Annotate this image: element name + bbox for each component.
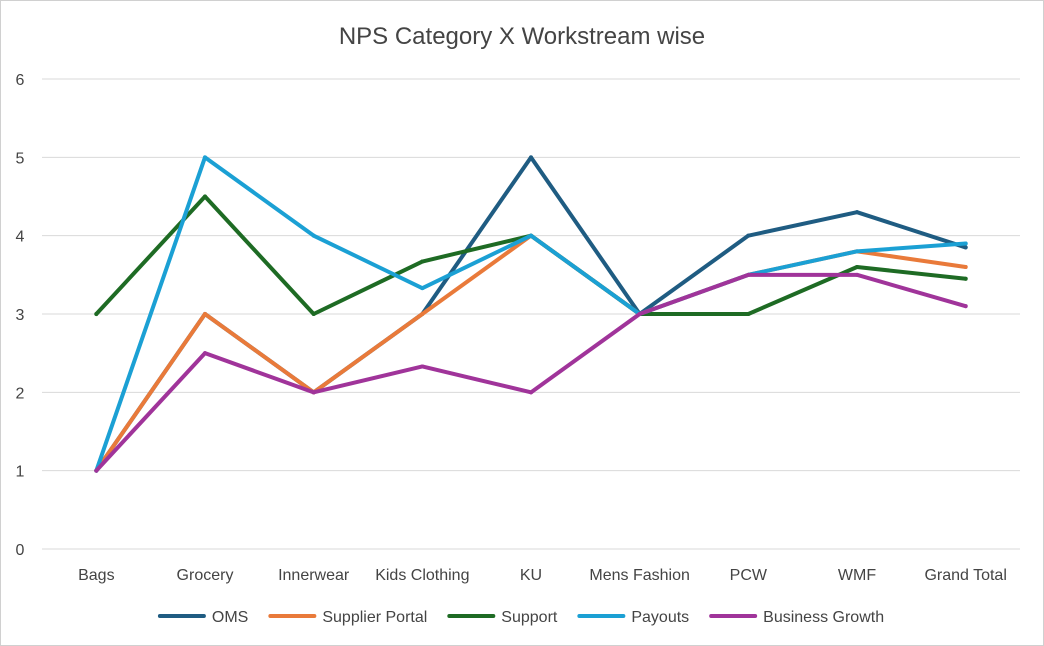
- data-point: [855, 249, 859, 254]
- data-point: [420, 286, 425, 291]
- data-point: [855, 272, 859, 277]
- data-point: [855, 265, 859, 269]
- y-tick-label: 2: [16, 385, 25, 402]
- data-point: [420, 259, 425, 264]
- x-tick-label: Mens Fashion: [589, 567, 690, 584]
- data-point: [963, 276, 968, 281]
- x-tick-label: PCW: [730, 567, 768, 584]
- data-point: [311, 390, 316, 395]
- data-point: [637, 312, 642, 316]
- data-point: [203, 351, 207, 356]
- legend-label: OMS: [212, 609, 248, 626]
- legend-label: Supplier Portal: [322, 609, 427, 626]
- legend-label: Payouts: [631, 609, 689, 626]
- data-point: [746, 312, 751, 316]
- x-tick-label: WMF: [838, 567, 876, 584]
- legend-item-payouts[interactable]: Payouts: [577, 609, 689, 626]
- data-point: [420, 364, 425, 369]
- series-supplier-portal: [94, 233, 968, 473]
- series-business-growth: [94, 272, 968, 473]
- legend-item-oms[interactable]: OMS: [157, 609, 248, 626]
- x-axis-ticks: Bags Grocery Innerwear Kids Clothing KU Mens …: [78, 567, 1007, 584]
- legend-label: Support: [501, 609, 558, 626]
- data-point: [963, 304, 968, 309]
- data-point: [529, 155, 533, 160]
- data-point: [203, 194, 207, 199]
- data-point: [746, 233, 751, 238]
- x-tick-label: Grand Total: [924, 567, 1006, 584]
- y-tick-label: 5: [16, 150, 25, 167]
- x-tick-label: Innerwear: [278, 567, 350, 584]
- data-point: [746, 272, 751, 277]
- data-point: [963, 241, 968, 246]
- x-tick-label: Bags: [78, 567, 114, 584]
- x-tick-label: KU: [520, 567, 542, 584]
- data-point: [311, 233, 316, 238]
- series-line: [94, 233, 968, 473]
- data-point: [94, 312, 99, 316]
- data-point: [420, 312, 425, 316]
- y-tick-label: 4: [16, 229, 25, 246]
- legend-label: Business Growth: [763, 609, 884, 626]
- data-point: [311, 312, 316, 316]
- data-point: [963, 265, 968, 269]
- series-lines: [94, 155, 968, 473]
- legend[interactable]: OMS Supplier Portal Support Payouts Business…: [157, 609, 884, 626]
- series-line: [94, 272, 968, 473]
- data-point: [203, 155, 207, 160]
- gridlines: [42, 78, 1020, 550]
- data-point: [855, 210, 859, 215]
- y-tick-label: 3: [16, 307, 25, 324]
- x-tick-label: Kids Clothing: [375, 567, 469, 584]
- data-point: [529, 390, 533, 395]
- chart-title: NPS Category X Workstream wise: [339, 23, 705, 50]
- y-tick-label: 6: [16, 72, 25, 89]
- y-axis-ticks: 0 1 2 3 4 5 6: [16, 72, 25, 559]
- data-point: [529, 233, 533, 238]
- data-point: [203, 312, 207, 316]
- legend-item-support[interactable]: Support: [447, 609, 558, 626]
- y-tick-label: 0: [16, 542, 25, 559]
- y-tick-label: 1: [16, 464, 25, 481]
- legend-item-supplier-portal[interactable]: Supplier Portal: [268, 609, 427, 626]
- data-point: [963, 245, 968, 250]
- data-point: [94, 468, 99, 473]
- x-tick-label: Grocery: [177, 567, 234, 584]
- legend-item-business-growth[interactable]: Business Growth: [709, 609, 884, 626]
